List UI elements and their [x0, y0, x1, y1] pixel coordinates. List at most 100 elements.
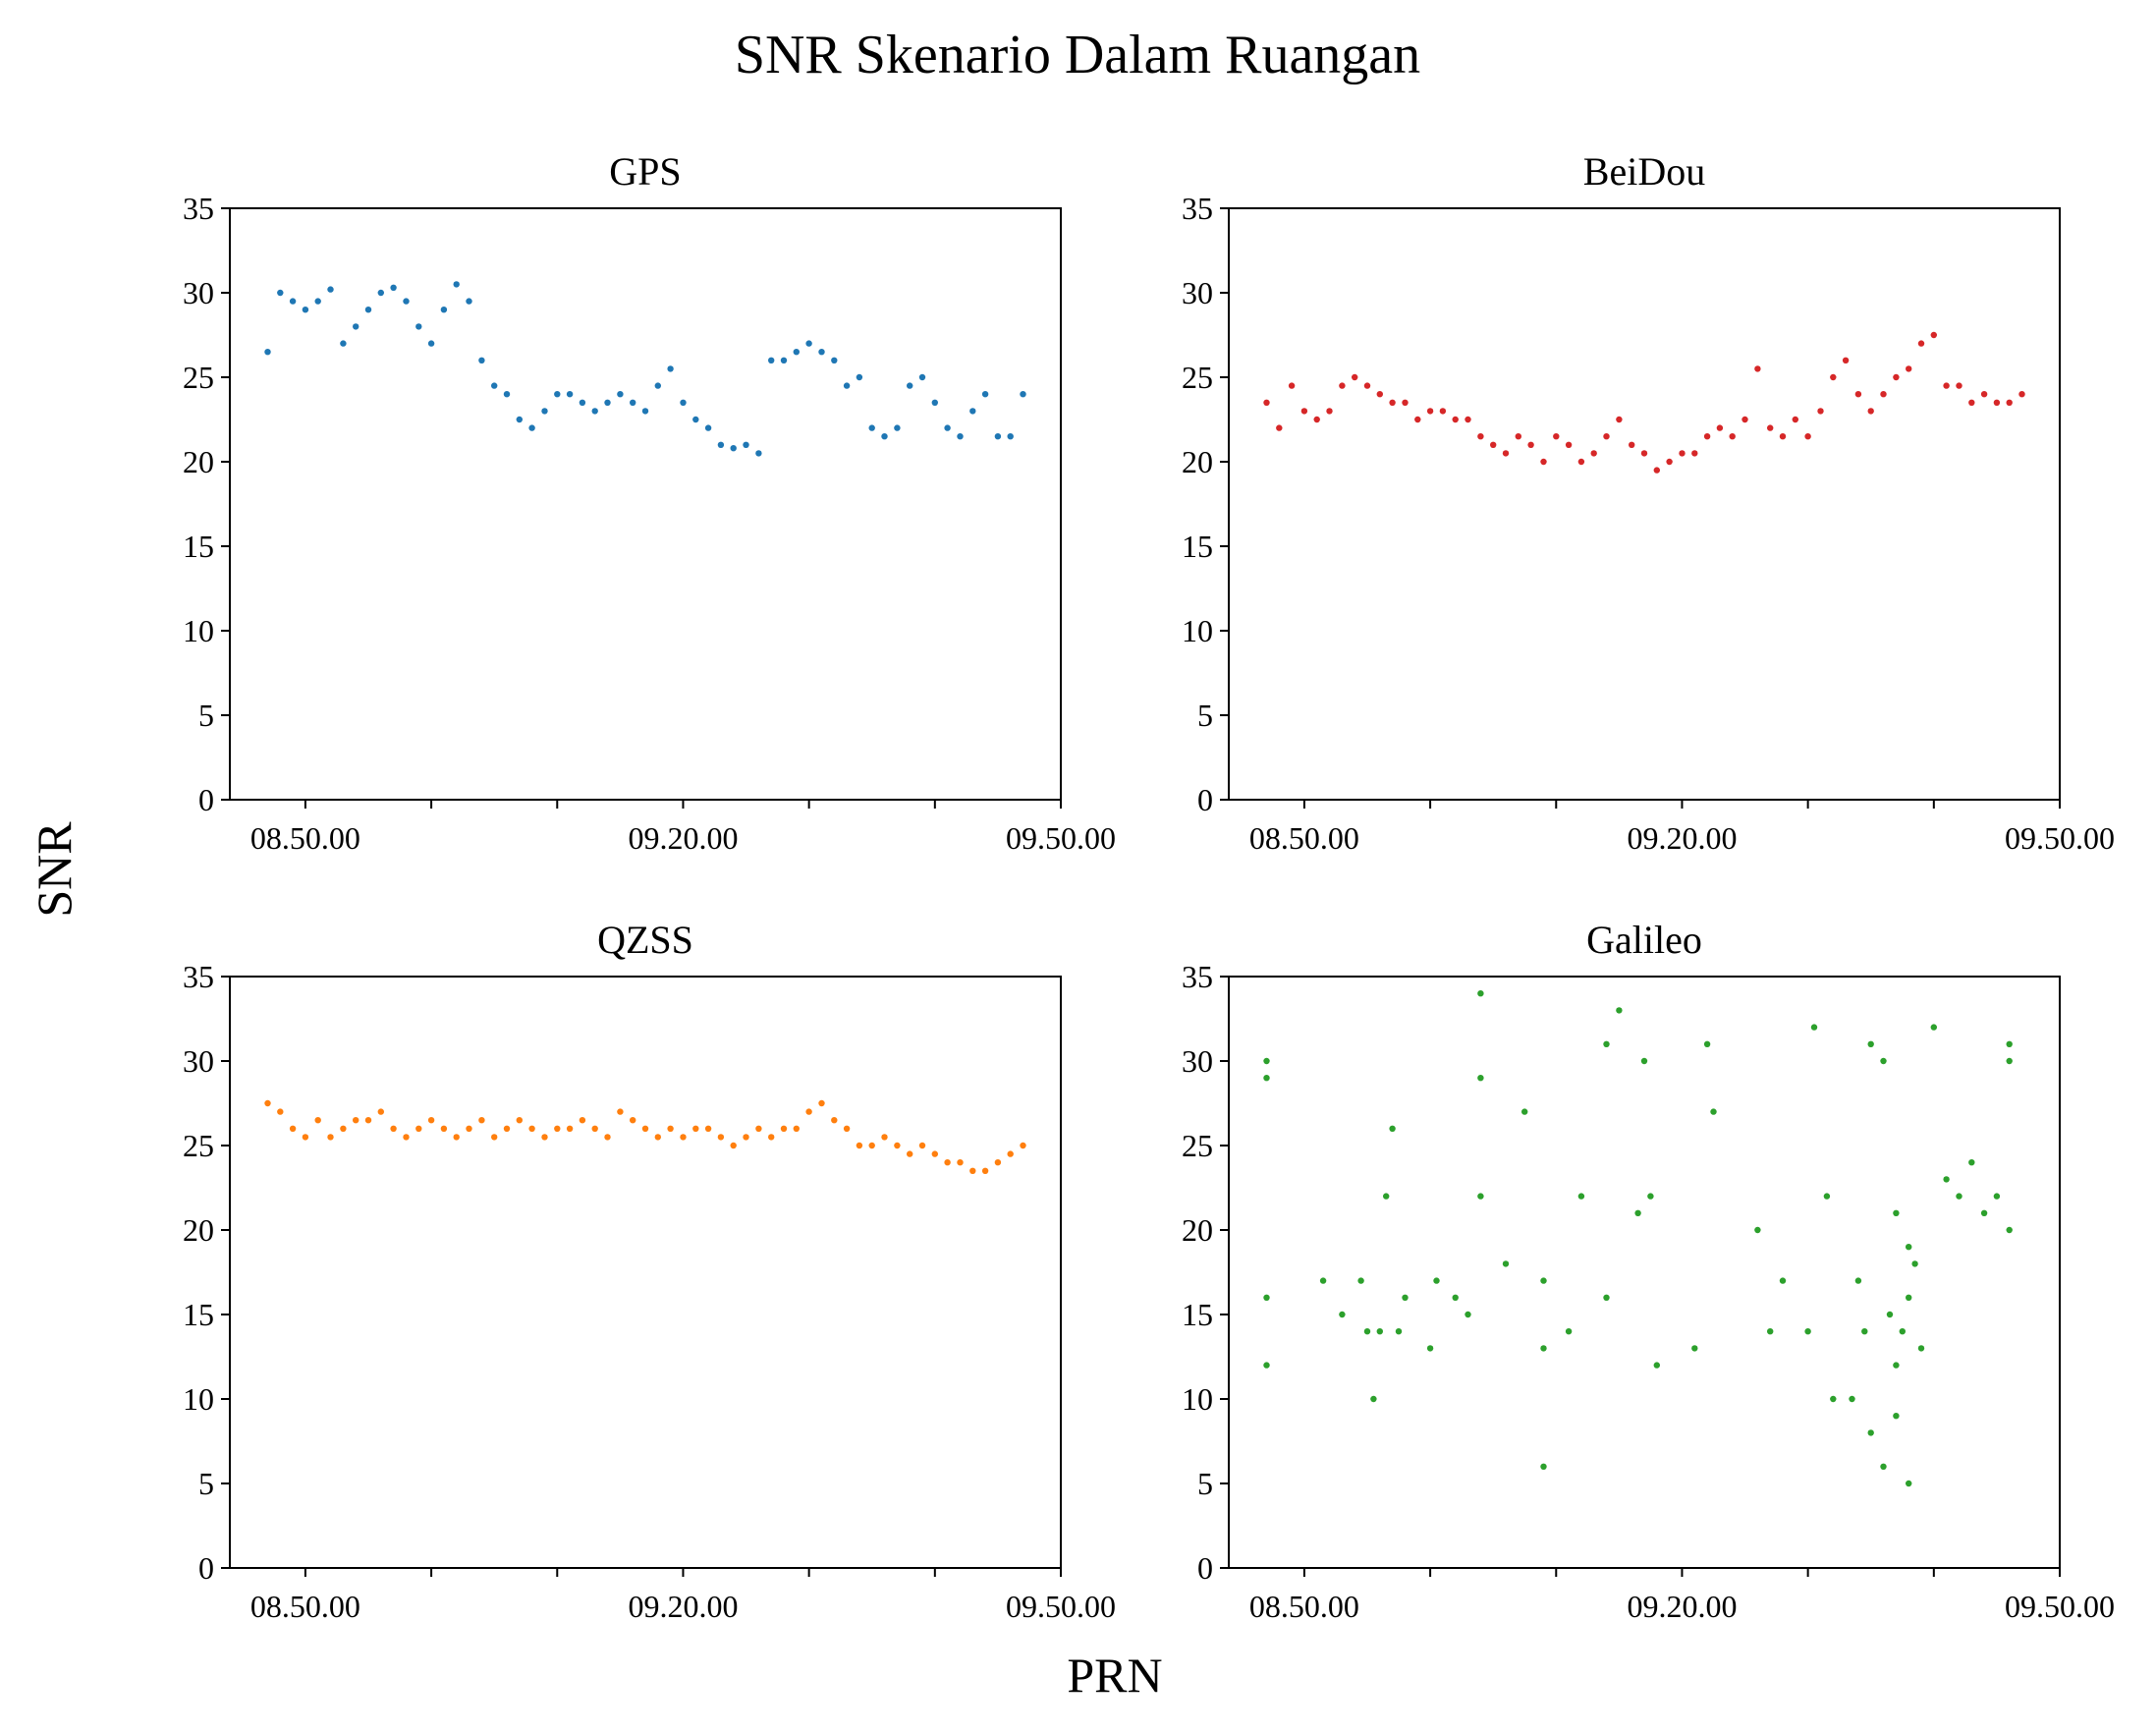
- data-point: [1020, 391, 1026, 398]
- subplot-galileo: Galileo 0 5 10 15 20 25 30 35 08.50.00 09.20.00 09.…: [1182, 918, 2115, 1624]
- data-point: [755, 1125, 762, 1133]
- data-point: [340, 340, 347, 347]
- data-point: [969, 408, 976, 415]
- data-point: [1577, 1193, 1585, 1200]
- data-point: [566, 391, 574, 398]
- data-point: [1767, 1328, 1774, 1335]
- data-point: [1849, 1395, 1855, 1403]
- data-point: [856, 373, 863, 381]
- data-point: [289, 1125, 297, 1133]
- y-tick-label: 25: [1182, 360, 1213, 395]
- data-point: [1433, 1277, 1440, 1284]
- x-tick-label: 08.50.00: [250, 820, 360, 856]
- data-point: [353, 1117, 359, 1124]
- y-tick-label: 25: [183, 360, 214, 395]
- data-point: [704, 424, 712, 431]
- data-point: [1263, 1362, 1270, 1369]
- data-point: [579, 1117, 586, 1124]
- data-point: [390, 1125, 397, 1133]
- data-point: [1313, 416, 1320, 423]
- data-point: [1779, 433, 1787, 440]
- data-point: [843, 382, 851, 389]
- data-point: [1861, 1328, 1868, 1335]
- y-tick-label: 0: [198, 782, 214, 817]
- x-tick-label: 09.50.00: [2005, 1589, 2115, 1624]
- data-point: [314, 298, 321, 305]
- subplot-beidou: BeiDou 0 5 10 15 20 25 30 35 08.50.00 09.20.00 09.5…: [1182, 149, 2115, 856]
- data-point: [692, 416, 699, 423]
- data-point: [1710, 1108, 1717, 1115]
- data-point: [667, 1125, 674, 1133]
- data-point: [1288, 382, 1296, 389]
- y-tick-label: 35: [1182, 959, 1213, 994]
- data-point: [1452, 1294, 1459, 1302]
- data-point: [1276, 424, 1283, 431]
- data-point: [831, 1117, 838, 1124]
- data-point: [415, 1125, 422, 1133]
- plot-frame-gps: [229, 207, 1062, 801]
- data-point: [1647, 1193, 1654, 1200]
- y-tick-label: 10: [1182, 1381, 1213, 1417]
- data-point: [1640, 450, 1648, 457]
- y-tick-label: 5: [1197, 1466, 1213, 1501]
- plot-frame-beidou: [1228, 207, 2061, 801]
- data-point: [453, 1134, 460, 1141]
- data-point: [1741, 416, 1748, 423]
- data-point: [1804, 433, 1811, 440]
- data-point: [528, 424, 535, 431]
- data-point: [302, 1134, 309, 1141]
- data-point: [1666, 458, 1673, 466]
- data-point: [491, 382, 498, 389]
- data-point: [1880, 391, 1887, 398]
- data-point: [1402, 399, 1409, 406]
- data-point: [667, 365, 674, 372]
- data-point: [1363, 1328, 1371, 1335]
- data-point: [1930, 331, 1938, 339]
- data-point: [314, 1117, 321, 1124]
- data-point: [554, 391, 561, 398]
- data-point: [1830, 1395, 1837, 1403]
- data-point: [918, 1142, 926, 1149]
- y-tick-label: 0: [1197, 1550, 1213, 1586]
- data-point: [1452, 416, 1459, 423]
- data-point: [1477, 1075, 1484, 1082]
- data-point: [453, 281, 460, 288]
- data-point: [641, 1125, 649, 1133]
- y-tick-label: 20: [1182, 444, 1213, 479]
- data-point: [503, 1125, 511, 1133]
- data-point: [743, 1134, 749, 1141]
- data-point: [1842, 357, 1850, 364]
- x-tick-label: 09.20.00: [628, 820, 738, 856]
- data-point: [843, 1125, 851, 1133]
- data-point: [1899, 1328, 1907, 1335]
- data-point: [1893, 373, 1900, 381]
- data-point: [780, 1125, 788, 1133]
- data-point: [1830, 373, 1837, 381]
- data-point: [289, 298, 297, 305]
- data-point: [704, 1125, 712, 1133]
- data-point: [1540, 1463, 1547, 1471]
- data-point: [1426, 408, 1434, 415]
- data-point: [1886, 1311, 1894, 1318]
- data-point: [1300, 408, 1308, 415]
- data-point: [1521, 1108, 1528, 1115]
- y-tick-label: 30: [183, 275, 214, 310]
- y-tick-label: 10: [1182, 613, 1213, 648]
- data-point: [1565, 1328, 1573, 1335]
- data-point: [1357, 1277, 1364, 1284]
- data-point: [1565, 441, 1573, 448]
- figure-y-axis-label: SNR: [27, 821, 82, 918]
- data-point: [503, 391, 511, 398]
- x-tick-label: 08.50.00: [1249, 1589, 1359, 1624]
- data-point: [1263, 399, 1270, 406]
- data-point: [2018, 391, 2025, 398]
- y-tick-label: 15: [1182, 529, 1213, 564]
- data-point: [630, 1117, 636, 1124]
- subplot-gps: GPS 0 5 10 15 20 25 30 35 08.50.00 09.20.00 09.50.0…: [183, 149, 1116, 856]
- data-point: [1911, 1260, 1918, 1267]
- data-point: [554, 1125, 561, 1133]
- data-point: [1634, 1209, 1641, 1217]
- data-point: [1352, 373, 1358, 381]
- data-point: [1653, 467, 1661, 474]
- data-point: [1389, 1125, 1396, 1133]
